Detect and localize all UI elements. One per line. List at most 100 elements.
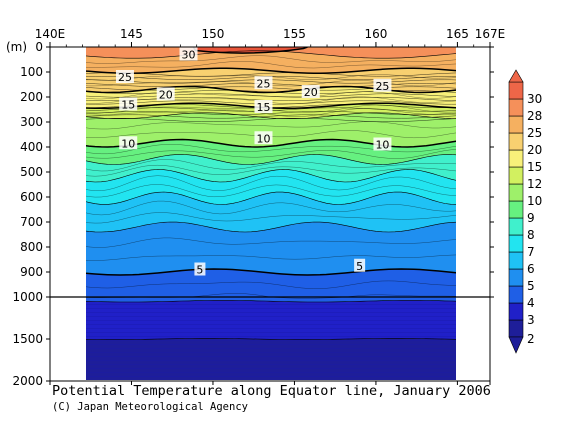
contour-label: 5 (196, 264, 203, 277)
contour-line-minor (86, 159, 456, 172)
colorbar-label: 3 (527, 313, 535, 327)
contour-line-minor (86, 200, 456, 216)
contour-line-minor (86, 254, 456, 261)
contour-line (86, 85, 456, 94)
temperature-band (86, 154, 456, 182)
contour-line-minor (86, 114, 456, 119)
colorbar-label: 5 (527, 279, 535, 293)
y-tick-label: 100 (20, 65, 43, 79)
temperature-band (86, 169, 456, 205)
contour-line-30 (192, 47, 308, 54)
y-tick-label: 300 (20, 115, 43, 129)
contour-label: 5 (356, 260, 363, 273)
y-tick-label: 800 (20, 240, 43, 254)
temperature-bands (86, 47, 456, 380)
contour-label-bg (254, 76, 273, 90)
contour-label-bg (115, 70, 134, 83)
colorbar-segment (508, 200, 524, 219)
contour-label: 20 (304, 86, 318, 99)
contour-label: 30 (182, 49, 196, 62)
contour-line-minor (86, 118, 456, 122)
colorbar-segment (508, 268, 524, 287)
colorbar-label: 7 (527, 245, 535, 259)
colorbar-segment (508, 166, 524, 185)
y-tick-label: 600 (20, 190, 43, 204)
contour-label: 15 (256, 101, 270, 114)
contour-line-minor (86, 184, 456, 198)
y-tick-label: 2000 (12, 374, 43, 388)
y-tick-label: 1000 (12, 290, 43, 304)
contour-label: 25 (256, 77, 270, 90)
colorbar-segment (508, 217, 524, 236)
colorbar-segment (508, 149, 524, 168)
colorbar-segment (508, 302, 524, 321)
x-tick-label: 165 (446, 27, 469, 41)
contour-label: 10 (256, 132, 270, 145)
colorbar-segment (508, 98, 524, 117)
colorbar-segment (508, 285, 524, 304)
y-tick-label: 1500 (12, 332, 43, 346)
contour-label: 25 (375, 80, 389, 93)
contour-label: 10 (121, 137, 135, 150)
y-tick-label: 900 (20, 265, 43, 279)
y-tick-label: 700 (20, 215, 43, 229)
contour-line-minor (86, 237, 456, 248)
contour-line-minor (86, 108, 456, 117)
chart-title: Potential Temperature along Equator line… (52, 383, 491, 399)
contour-line-minor (86, 90, 456, 94)
colorbar-segment (508, 319, 524, 338)
contour-line (86, 67, 456, 74)
x-tick-label: 140E (35, 27, 66, 41)
contour-label: 10 (375, 139, 389, 152)
colorbar-max-arrow (508, 69, 524, 83)
y-tick-label: 400 (20, 140, 43, 154)
temperature-band (86, 269, 456, 302)
axes: 140E 145 150 155 160 165 167E(m) 01002003004005… (6, 27, 505, 388)
colorbar-segment (508, 234, 524, 253)
contour-label-bg (354, 258, 366, 272)
contour-line (86, 221, 456, 233)
colorbar-label: 4 (527, 296, 535, 310)
colorbar-segment (508, 132, 524, 151)
contour-labels: 30 25 25 25 20 20 15 15 10 10 10 5 5 (115, 47, 392, 277)
contour-label-bg (179, 47, 198, 61)
contour-line (86, 169, 456, 183)
x-tick-label: 167E (475, 27, 506, 41)
y-tick-label: 0 (35, 40, 43, 54)
temperature-band (86, 50, 456, 74)
contour-lines (86, 47, 456, 340)
colorbar-label: 28 (527, 109, 542, 123)
colorbar-label: 15 (527, 160, 542, 174)
contour-label-bg (254, 131, 273, 145)
contour-label-bg (119, 136, 138, 150)
colorbar: 2 3 4 5 6 7 8 9 10 12 15 20 25 28 30 (508, 69, 542, 354)
contour-line-minor (86, 175, 456, 191)
contour-line-minor (86, 149, 456, 159)
colorbar-label: 10 (527, 194, 542, 208)
contour-line (86, 268, 456, 276)
colorbar-label: 8 (527, 228, 535, 242)
colorbar-label: 9 (527, 211, 535, 225)
plot-frame (49, 46, 491, 382)
colorbar-label: 30 (527, 92, 542, 106)
contour-line (86, 154, 456, 165)
contour-line (86, 138, 456, 148)
colorbar-label: 25 (527, 126, 542, 140)
chart-credit: (C) Japan Meteorological Agency (52, 401, 248, 413)
colorbar-segment (508, 81, 524, 100)
y-tick-label: 200 (20, 90, 43, 104)
contour-line-minor (86, 61, 456, 69)
contour-line (86, 112, 456, 119)
contour-line (86, 191, 456, 205)
contour-line-minor (86, 121, 456, 130)
colorbar-label: 20 (527, 143, 542, 157)
contour-label-bg (194, 262, 206, 276)
colorbar-segment (508, 183, 524, 202)
contour-label: 15 (121, 99, 135, 112)
temperature-band (86, 192, 456, 232)
colorbar-label: 6 (527, 262, 535, 276)
colorbar-segment (508, 251, 524, 270)
contour-label: 20 (159, 89, 173, 102)
colorbar-label: 12 (527, 177, 542, 191)
